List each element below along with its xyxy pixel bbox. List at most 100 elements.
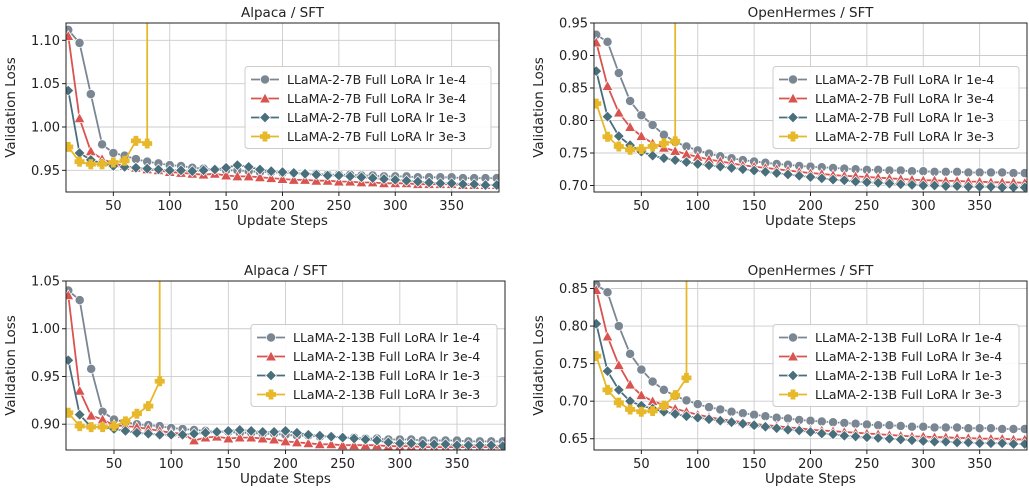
- legend-label: LLaMA-2-7B Full LoRA lr 3e-4: [287, 91, 466, 106]
- data-point: [658, 138, 669, 149]
- data-point: [804, 171, 817, 183]
- data-point: [256, 432, 269, 444]
- legend-item: LLaMA-2-7B Full LoRA lr 3e-4: [251, 91, 466, 106]
- series: [594, 29, 1027, 179]
- data-point: [197, 164, 210, 177]
- data-point: [74, 156, 85, 167]
- legend-label: LLaMA-2-7B Full LoRA lr 3e-3: [287, 129, 466, 144]
- data-point: [658, 400, 669, 411]
- data-point: [220, 161, 233, 174]
- x-tick-label: 300: [387, 457, 412, 472]
- data-point: [929, 422, 940, 433]
- chart-title: Alpaca / SFT: [244, 263, 328, 279]
- data-point: [268, 425, 280, 438]
- data-point: [299, 167, 311, 180]
- legend: LLaMA-2-13B Full LoRA lr 1e-4 LLaMA-2-13B…: [250, 324, 498, 407]
- data-point: [382, 436, 395, 449]
- legend-label: LLaMA-2-7B Full LoRA lr 1e-3: [815, 110, 994, 125]
- legend-label: LLaMA-2-7B Full LoRA lr 1e-3: [287, 110, 466, 125]
- legend-label: LLaMA-2-13B Full LoRA lr 3e-3: [293, 387, 480, 402]
- y-tick-label: 0.85: [559, 82, 588, 97]
- data-point: [268, 433, 281, 445]
- legend-marker: [788, 131, 798, 142]
- data-point: [208, 163, 221, 176]
- data-point: [389, 173, 402, 186]
- data-point: [681, 395, 692, 406]
- plot-area: [594, 281, 1027, 450]
- data-point: [895, 421, 906, 431]
- legend: LLaMA-2-7B Full LoRA lr 1e-4 LLaMA-2-7B F…: [772, 66, 1020, 149]
- y-axis-label: Validation Loss: [3, 315, 19, 416]
- series-line: [67, 281, 161, 429]
- data-point: [97, 139, 108, 150]
- legend-marker: [787, 350, 799, 362]
- data-point: [973, 437, 986, 450]
- data-point: [658, 405, 670, 418]
- data-point: [625, 404, 636, 415]
- legend-item: LLaMA-2-13B Full LoRA lr 1e-3: [779, 368, 1002, 383]
- series: [594, 281, 692, 417]
- data-point: [265, 172, 278, 183]
- data-point: [355, 171, 368, 184]
- data-point: [670, 136, 681, 147]
- legend-label: LLaMA-2-13B Full LoRA lr 3e-3: [815, 387, 1002, 402]
- y-tick-label: 1.10: [31, 34, 60, 49]
- data-point: [73, 384, 86, 396]
- data-point: [951, 436, 963, 449]
- data-point: [66, 289, 75, 300]
- x-tick-label: 250: [854, 457, 879, 472]
- data-point: [462, 439, 475, 450]
- data-point: [658, 152, 670, 165]
- data-point: [163, 164, 176, 177]
- data-point: [302, 428, 315, 441]
- data-point: [325, 430, 338, 443]
- data-point: [928, 179, 941, 192]
- data-point: [894, 433, 907, 446]
- data-point: [974, 423, 985, 434]
- data-point: [636, 364, 647, 375]
- data-point: [602, 287, 613, 298]
- legend-marker: [260, 74, 270, 85]
- x-tick-label: 150: [216, 457, 241, 472]
- data-point: [849, 430, 862, 443]
- data-point: [613, 68, 624, 79]
- data-point: [152, 163, 165, 176]
- data-point: [66, 407, 74, 418]
- data-point: [594, 36, 603, 48]
- legend-label: LLaMA-2-13B Full LoRA lr 1e-3: [815, 368, 1002, 383]
- legend-marker: [265, 369, 277, 382]
- data-point: [254, 163, 266, 176]
- legend-marker: [787, 111, 799, 124]
- data-point: [97, 422, 108, 433]
- legend-marker: [788, 74, 798, 85]
- x-tick-label: 200: [270, 199, 295, 214]
- data-point: [242, 160, 255, 173]
- legend-box: [244, 66, 492, 149]
- legend: LLaMA-2-13B Full LoRA lr 1e-4 LLaMA-2-13B…: [772, 324, 1020, 407]
- y-tick-label: 1.00: [31, 322, 60, 337]
- legend-marker: [266, 332, 276, 343]
- data-point: [1007, 438, 1020, 450]
- data-point: [411, 175, 424, 188]
- x-tick-label: 100: [685, 199, 710, 214]
- data-point: [85, 89, 96, 100]
- data-point: [131, 408, 142, 419]
- legend-marker: [787, 369, 799, 382]
- data-point: [782, 168, 794, 181]
- data-point: [793, 424, 806, 437]
- x-tick-label: 200: [798, 199, 823, 214]
- data-point: [748, 164, 761, 177]
- x-tick-label: 100: [159, 457, 184, 472]
- series: [66, 281, 165, 433]
- x-tick-label: 250: [330, 457, 355, 472]
- legend-label: LLaMA-2-7B Full LoRA lr 3e-3: [815, 129, 994, 144]
- x-tick-label: 300: [383, 199, 408, 214]
- data-point: [594, 65, 603, 77]
- data-point: [625, 348, 636, 359]
- data-point: [838, 429, 851, 442]
- data-point: [451, 439, 463, 450]
- data-point: [906, 178, 918, 191]
- data-point: [490, 179, 499, 191]
- data-point: [996, 437, 1009, 450]
- x-tick-label: 100: [685, 457, 710, 472]
